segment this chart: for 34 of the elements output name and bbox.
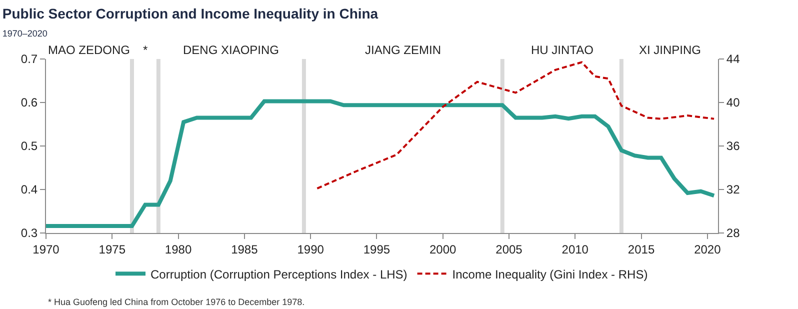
x-tick-label: 1975 <box>98 242 126 256</box>
chart-title: Public Sector Corruption and Income Inequality in China <box>2 6 378 22</box>
line-series <box>316 61 716 190</box>
line-series <box>46 99 716 228</box>
x-tick-label: 1980 <box>164 242 192 256</box>
x-tick-label: 2000 <box>430 242 457 256</box>
x-tick-label: 2005 <box>496 242 523 256</box>
text: DENG XIAOPING <box>183 43 280 57</box>
x-tick-label: 2010 <box>562 242 589 256</box>
y2-tick-label: 32 <box>726 182 740 197</box>
x-tick-label: 1985 <box>231 242 258 256</box>
y-tick-label: 0.6 <box>20 96 38 110</box>
text: XI JINPING <box>639 43 702 57</box>
legend-label: Corruption (Corruption Perceptions Index - LHS) <box>150 267 408 282</box>
text: JIANG ZEMIN <box>365 43 442 57</box>
y2-tick-label: 44 <box>726 52 740 66</box>
text: * Hua Guofeng led China from October 1976 to December 1978. <box>48 297 305 307</box>
text: HU JINTAO <box>531 43 594 57</box>
x-tick-label: 1990 <box>297 242 324 256</box>
x-tick-label: 1970 <box>32 242 60 256</box>
x-tick-label: 2020 <box>694 242 722 256</box>
x-tick-label: 1995 <box>363 242 390 256</box>
text: * <box>143 43 148 57</box>
y2-tick-label: 40 <box>726 96 740 110</box>
y-tick-label: 0.3 <box>20 226 38 240</box>
x-tick-label: 2015 <box>628 242 655 256</box>
y2-tick-label: 36 <box>726 139 740 154</box>
y-tick-label: 0.5 <box>20 139 38 154</box>
legend-label: Income Inequality (Gini Index - RHS) <box>452 267 648 282</box>
y-tick-label: 0.7 <box>20 52 38 66</box>
text: MAO ZEDONG <box>48 43 130 57</box>
y-tick-label: 0.4 <box>20 182 38 197</box>
y2-tick-label: 28 <box>726 226 740 240</box>
chart-subtitle: 1970–2020 <box>2 28 48 39</box>
